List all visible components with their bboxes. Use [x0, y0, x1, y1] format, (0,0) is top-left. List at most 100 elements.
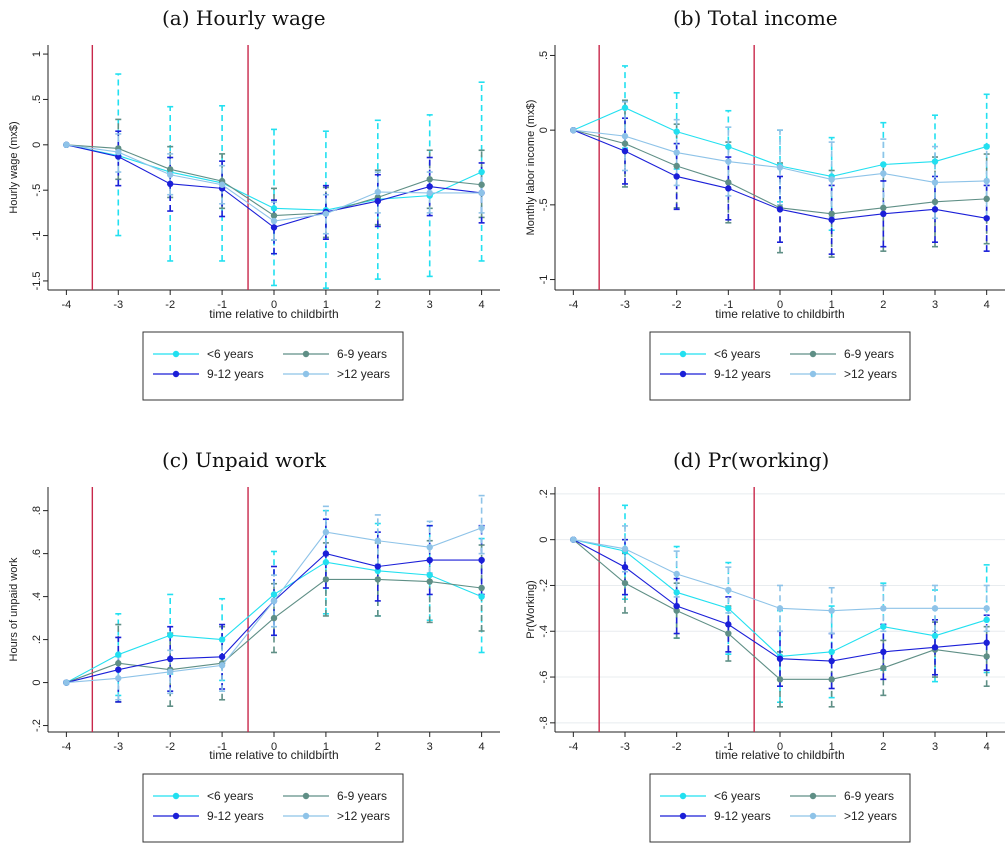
- data-point-12-years: [218, 181, 226, 188]
- data-point-6-9-years: [828, 210, 835, 218]
- data-point-9-12-years: [166, 655, 174, 663]
- x-tick-label: -4: [61, 299, 71, 311]
- data-point-6-years: [426, 571, 433, 579]
- legend-swatch-marker: [302, 370, 310, 378]
- data-point-9-12-years: [880, 210, 887, 218]
- y-tick-label: -.2: [538, 579, 550, 592]
- data-point-6-years: [478, 168, 485, 176]
- legend-swatch-marker: [302, 792, 310, 800]
- data-point-6-9-years: [621, 140, 629, 147]
- data-point-12-years: [983, 605, 990, 612]
- data-point-9-12-years: [621, 147, 629, 155]
- data-point-6-years: [983, 143, 990, 150]
- x-tick-label: -2: [165, 299, 175, 311]
- legend-swatch-marker: [172, 350, 180, 358]
- data-point-6-9-years: [931, 198, 939, 206]
- data-point-12-years: [115, 675, 122, 682]
- data-point-12-years: [725, 158, 732, 165]
- y-tick-label: .5: [31, 95, 43, 104]
- data-point-6-9-years: [478, 584, 485, 592]
- data-point-9-12-years: [270, 224, 278, 231]
- data-point-6-9-years: [880, 664, 887, 672]
- y-tick-label: .2: [31, 635, 43, 644]
- data-point-9-12-years: [931, 644, 939, 651]
- legend-label-12-years: >12 years: [844, 367, 897, 381]
- x-tick-label: 3: [427, 299, 433, 311]
- data-point-12-years: [115, 148, 122, 156]
- x-tick-label: 1: [829, 299, 835, 311]
- data-point-12-years: [983, 177, 990, 185]
- data-point-6-9-years: [478, 181, 485, 188]
- data-point-9-12-years: [374, 563, 382, 570]
- data-point-9-12-years: [880, 648, 887, 656]
- data-point-6-years: [983, 616, 990, 624]
- panel-3: .8 .6 .4 .2 0 -.2 -4 -3 -2 -1 0 1 2 3 4 time relative t…: [8, 487, 500, 843]
- data-point-6-9-years: [426, 176, 433, 183]
- data-point-6-years: [673, 589, 680, 596]
- legend-label-9-12-years: 9-12 years: [714, 809, 771, 823]
- x-tick-label: -1: [217, 299, 227, 311]
- data-point-6-9-years: [983, 653, 990, 660]
- x-tick-label: 0: [271, 741, 277, 753]
- x-tick-label: -1: [723, 299, 733, 311]
- legend: <6 years 6-9 years 9-12 years >12 years: [142, 773, 404, 843]
- data-point-12-years: [570, 126, 577, 134]
- x-tick-label: 1: [323, 299, 329, 311]
- y-tick-label: 0: [31, 680, 43, 686]
- data-point-9-12-years: [828, 216, 835, 223]
- x-tick-label: 0: [777, 299, 783, 311]
- data-point-6-years: [931, 158, 939, 165]
- x-tick-label: -1: [217, 741, 227, 753]
- y-tick-label: .2: [538, 489, 550, 498]
- x-axis-label: time relative to childbirth: [209, 307, 338, 321]
- data-point-9-12-years: [983, 639, 990, 646]
- data-point-9-12-years: [621, 563, 629, 571]
- x-tick-label: 2: [880, 299, 886, 311]
- data-layer: [63, 73, 485, 289]
- y-axis-label: Hourly wage (mx$): [8, 121, 20, 213]
- x-tick-label: -4: [61, 741, 71, 753]
- panel-1: 1 .5 0 -.5 -1 -1.5 -4 -3 -2 -1 0 1 2 3 4 time relative …: [8, 45, 500, 401]
- y-tick-label: 1: [31, 51, 43, 57]
- legend-label-9-12-years: 9-12 years: [714, 367, 771, 381]
- data-point-12-years: [63, 679, 70, 686]
- data-point-9-12-years: [931, 206, 939, 213]
- x-tick-label: 1: [829, 741, 835, 753]
- y-tick-label: -.4: [538, 625, 550, 638]
- data-point-12-years: [270, 597, 278, 605]
- data-layer: [570, 65, 990, 258]
- legend-label-12-years: >12 years: [337, 809, 390, 823]
- data-point-12-years: [426, 189, 433, 197]
- data-point-12-years: [931, 605, 939, 612]
- data-point-6-years: [621, 104, 629, 111]
- data-point-6-years: [673, 128, 680, 135]
- data-point-12-years: [673, 570, 680, 578]
- x-tick-label: 1: [323, 741, 329, 753]
- data-point-6-9-years: [828, 676, 835, 683]
- panel-4: .2 0 -.2 -.4 -.6 -.8 -4 -3 -2 -1 0 1 2 3 4 time relativ…: [525, 487, 1005, 843]
- data-point-9-12-years: [426, 183, 433, 190]
- y-tick-label: -.6: [538, 671, 550, 684]
- x-tick-label: 4: [479, 741, 485, 753]
- legend-swatch-marker: [809, 350, 817, 358]
- data-point-12-years: [880, 605, 887, 612]
- legend-label-6-years: <6 years: [714, 347, 760, 361]
- data-point-6-years: [115, 651, 122, 658]
- data-point-12-years: [931, 179, 939, 186]
- x-tick-label: -3: [620, 299, 630, 311]
- legend: <6 years 6-9 years 9-12 years >12 years: [649, 331, 911, 401]
- data-point-9-12-years: [374, 197, 382, 205]
- legend-label-6-9-years: 6-9 years: [337, 789, 387, 803]
- x-tick-label: -2: [672, 741, 682, 753]
- legend-swatch-marker: [809, 812, 817, 820]
- data-point-12-years: [621, 545, 629, 553]
- data-point-12-years: [426, 543, 433, 551]
- x-tick-label: 3: [932, 299, 938, 311]
- x-tick-label: -3: [620, 741, 630, 753]
- legend: <6 years 6-9 years 9-12 years >12 years: [142, 331, 404, 401]
- data-point-6-9-years: [322, 576, 330, 583]
- legend-box: [649, 773, 911, 843]
- x-axis-label: time relative to childbirth: [715, 748, 844, 762]
- legend-label-12-years: >12 years: [844, 809, 897, 823]
- legend-swatch-marker: [172, 370, 180, 378]
